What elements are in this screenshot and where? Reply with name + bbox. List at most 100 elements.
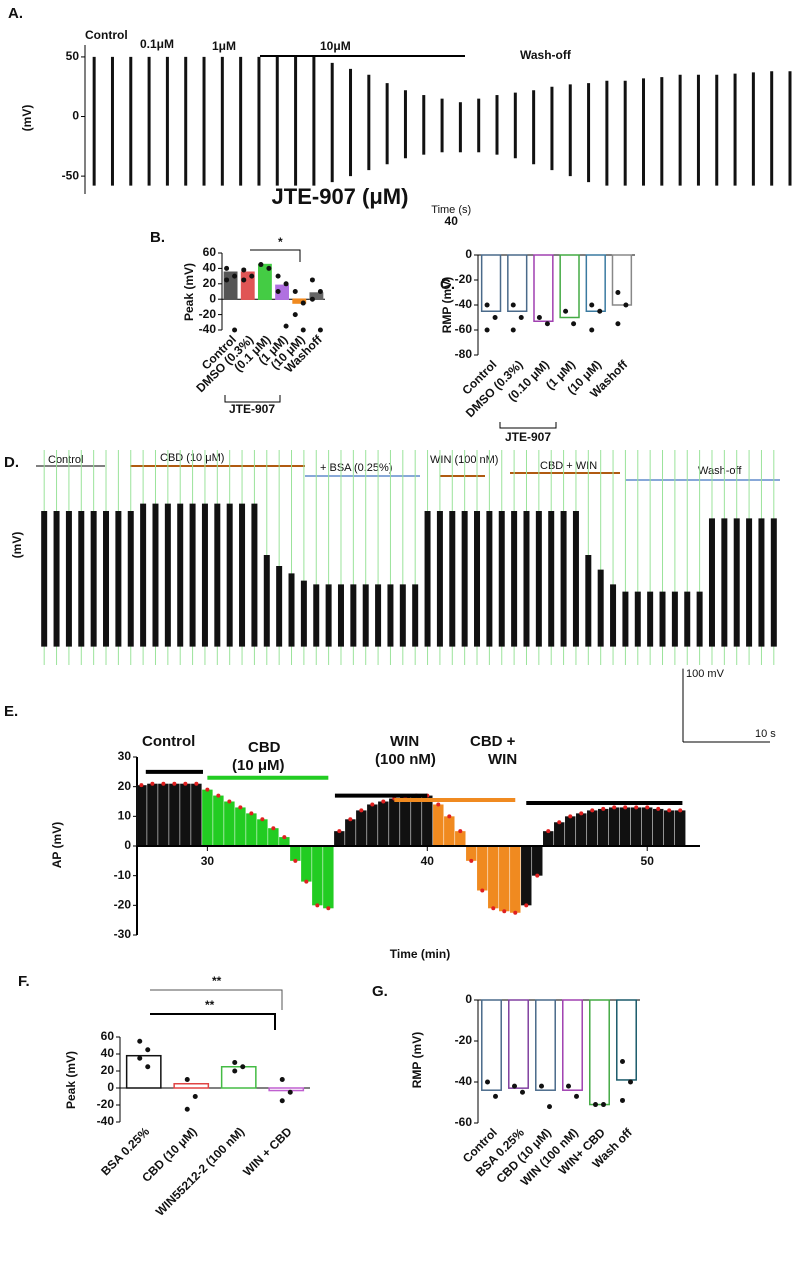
bar-top-dot — [139, 783, 144, 788]
bar-top-dot — [480, 888, 485, 893]
bar-top-dot — [370, 802, 375, 807]
data-point — [510, 302, 516, 308]
data-point — [279, 1098, 285, 1104]
x-tick-label: WIN + CBD — [240, 1124, 295, 1179]
bar — [481, 999, 502, 1091]
bar — [598, 808, 609, 846]
data-point — [628, 1079, 633, 1085]
data-point — [601, 1102, 606, 1108]
data-point — [224, 277, 230, 283]
bar-top-dot — [612, 805, 617, 810]
y-tick-label: 40 — [101, 1046, 115, 1060]
group-bracket — [224, 395, 281, 403]
data-point — [544, 321, 550, 327]
data-point — [539, 1083, 544, 1089]
data-point — [145, 1064, 151, 1070]
bar-top-dot — [238, 805, 243, 810]
bar — [312, 846, 323, 906]
data-point — [287, 1089, 293, 1095]
data-point — [547, 1104, 552, 1110]
bar — [246, 813, 257, 846]
bar — [213, 795, 224, 846]
data-point — [493, 1093, 498, 1099]
data-point — [309, 296, 315, 302]
data-point — [258, 262, 264, 268]
bar-top-dot — [491, 906, 496, 911]
y-tick-label: 0 — [209, 291, 216, 305]
bar — [389, 798, 400, 846]
panel-label: C. — [440, 276, 455, 293]
bar-top-dot — [304, 879, 309, 884]
sig-bracket — [150, 989, 283, 1010]
bar-top-dot — [568, 814, 573, 819]
data-point — [300, 300, 306, 306]
data-point — [574, 1093, 579, 1099]
scale-label: 10 s — [755, 728, 776, 740]
bar — [559, 254, 580, 319]
data-point — [283, 323, 289, 329]
bar — [356, 810, 367, 846]
bar-top-dot — [645, 805, 650, 810]
bar-top-dot — [249, 811, 254, 816]
data-point — [137, 1055, 143, 1061]
x-tick-label: 40 — [421, 854, 435, 868]
y-axis-label: RMP (mV) — [410, 1032, 424, 1088]
data-point — [184, 1077, 190, 1082]
data-point — [266, 265, 272, 271]
panel-label: E. — [4, 703, 18, 720]
data-point — [615, 290, 621, 295]
annotation: (10 μM) — [232, 757, 285, 774]
annotation: 10μM — [320, 39, 351, 53]
bar — [169, 783, 180, 846]
bar — [589, 999, 610, 1106]
bar — [220, 1066, 257, 1089]
bar-top-dot — [183, 781, 188, 786]
bar — [202, 789, 213, 846]
data-point — [317, 289, 323, 294]
bar — [488, 846, 499, 909]
bar — [378, 801, 389, 846]
data-point — [137, 1038, 143, 1044]
bar-top-dot — [260, 817, 265, 822]
x-axis-label: Time (s) — [431, 204, 471, 216]
x-tick-label: WIN55212-2 (100 nM) — [153, 1124, 247, 1218]
y-tick-label: -60 — [455, 1115, 473, 1129]
bar-top-dot — [337, 829, 342, 834]
y-tick-label: 60 — [203, 245, 217, 259]
sig-bracket — [150, 1013, 276, 1030]
bar — [147, 783, 158, 846]
y-tick-label: -40 — [199, 322, 217, 336]
data-point — [232, 1060, 238, 1065]
data-point — [520, 1089, 525, 1095]
data-point — [566, 1083, 571, 1089]
y-axis-label: RMP (mV) — [440, 277, 454, 333]
y-tick-label: -20 — [97, 1097, 115, 1111]
bar-top-dot — [590, 808, 595, 813]
bar — [309, 292, 324, 300]
data-point — [615, 321, 621, 327]
y-tick-label: -40 — [455, 1074, 473, 1088]
bar-top-dot — [458, 829, 463, 834]
bar — [279, 837, 290, 846]
y-tick-label: -20 — [114, 898, 132, 912]
bar — [323, 846, 334, 909]
x-axis-label: Time (min) — [390, 947, 450, 961]
annotation: (100 nM) — [375, 751, 436, 768]
bar-top-dot — [469, 858, 474, 863]
y-tick-label: -20 — [455, 272, 473, 286]
bar — [508, 999, 529, 1089]
bar-top-dot — [535, 873, 540, 878]
significance: ** — [205, 998, 215, 1012]
data-point — [241, 277, 247, 283]
significance: * — [278, 235, 283, 249]
bar — [191, 783, 202, 846]
bar — [507, 254, 528, 312]
data-point — [249, 273, 255, 279]
bar — [565, 816, 576, 846]
bar-top-dot — [502, 909, 507, 914]
data-point — [184, 1106, 190, 1112]
bar — [367, 804, 378, 846]
data-point — [292, 289, 298, 294]
bar — [292, 298, 307, 304]
data-point — [279, 1077, 285, 1082]
